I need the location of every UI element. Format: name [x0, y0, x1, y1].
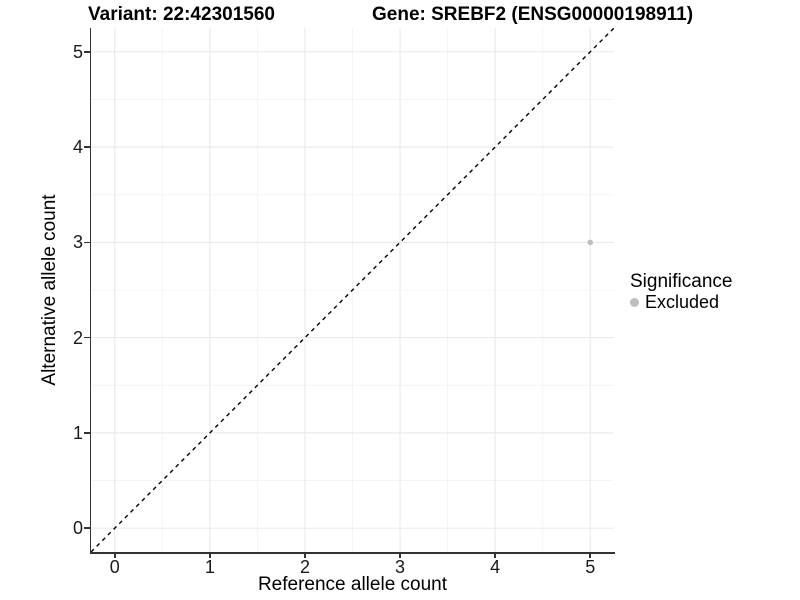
x-tick-label: 4: [490, 557, 501, 577]
y-tick-mark: [84, 51, 90, 53]
y-tick-label: 4: [72, 137, 83, 158]
legend-item-excluded: Excluded: [630, 292, 732, 312]
y-axis-line: [89, 28, 92, 554]
x-tick-label: 3: [395, 557, 406, 577]
y-axis-title: Alternative allele count: [39, 194, 60, 386]
y-tick-label: 0: [72, 518, 83, 539]
y-tick-label: 3: [72, 232, 83, 253]
x-axis-title: Reference allele count: [257, 574, 448, 595]
plot-panel: [91, 28, 614, 552]
x-tick-mark: [399, 553, 401, 558]
plot-panel-canvas: [91, 28, 614, 552]
y-tick-mark: [84, 241, 90, 244]
legend-title: Significance: [630, 271, 733, 292]
y-tick-label: 2: [72, 327, 83, 348]
y-tick-mark: [84, 527, 90, 529]
x-tick-mark: [114, 553, 116, 558]
y-tick-mark: [84, 336, 90, 339]
identity-dashed-line: [91, 28, 614, 552]
x-tick-label: 0: [109, 557, 120, 577]
x-tick-label: 2: [299, 557, 310, 577]
y-tick-label: 1: [72, 422, 83, 443]
x-tick-mark: [304, 553, 306, 558]
excluded-point-icon: [630, 297, 639, 307]
y-tick-label: 5: [72, 41, 83, 62]
gene-title: Gene: SREBF2 (ENSG00000198911): [372, 4, 694, 25]
legend: Significance Excluded: [630, 271, 732, 312]
x-tick-label: 5: [585, 557, 596, 577]
x-tick-mark: [589, 553, 591, 558]
x-tick-mark: [494, 553, 496, 558]
legend-item-label: Excluded: [645, 292, 720, 312]
x-tick-mark: [209, 553, 211, 558]
x-axis-line: [89, 552, 615, 554]
variant-title: Variant: 22:42301560: [88, 4, 275, 25]
y-tick-mark: [84, 432, 90, 434]
x-tick-label: 1: [204, 557, 215, 577]
data-point-excluded: [587, 239, 594, 246]
y-tick-mark: [84, 146, 90, 148]
